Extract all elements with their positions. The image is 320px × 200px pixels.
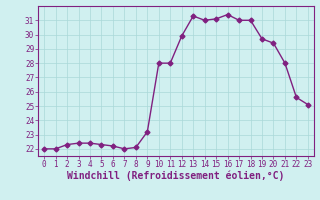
X-axis label: Windchill (Refroidissement éolien,°C): Windchill (Refroidissement éolien,°C) bbox=[67, 171, 285, 181]
